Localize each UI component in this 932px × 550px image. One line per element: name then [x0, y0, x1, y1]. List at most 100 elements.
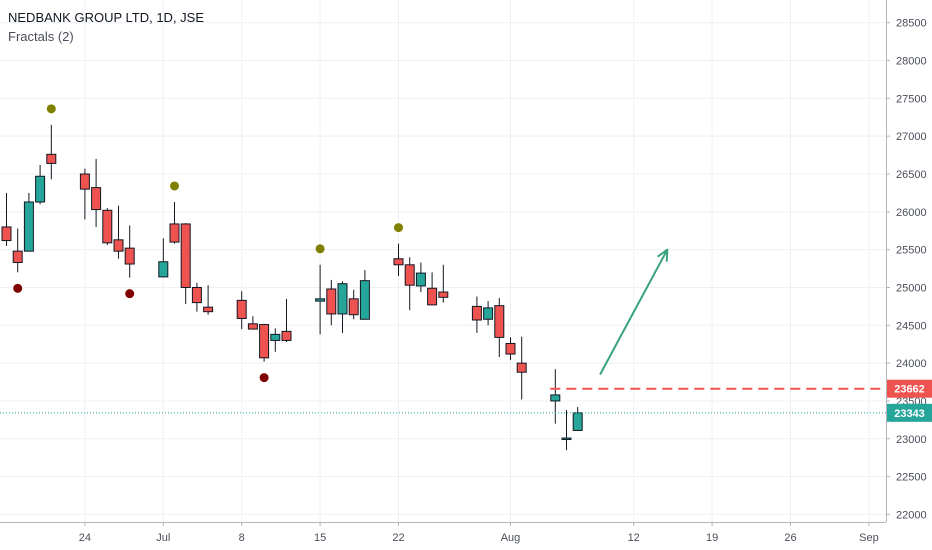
candle-body [23, 201, 34, 252]
chart-grid [0, 0, 886, 522]
candle-body [102, 209, 113, 244]
candle [483, 301, 494, 326]
y-tick-label: 25500 [896, 245, 927, 257]
candle [337, 281, 348, 333]
x-tick-label: 12 [628, 532, 640, 544]
y-tick-label: 25000 [896, 282, 927, 294]
x-tick-label: Aug [501, 532, 521, 544]
y-tick-label: 28500 [896, 18, 927, 30]
candle [270, 328, 281, 352]
fractal-down-marker [125, 289, 135, 299]
candle-body [281, 330, 292, 341]
candle [35, 164, 46, 205]
candle [79, 168, 90, 220]
y-tick-label: 26500 [896, 169, 927, 181]
y-tick-label: 23000 [896, 434, 927, 446]
price-label-box [887, 403, 932, 422]
trend-arrow[interactable] [599, 249, 669, 375]
candle-body [337, 283, 348, 315]
indicator-title[interactable]: Fractals (2) [8, 29, 74, 44]
candle-body [236, 299, 247, 319]
candle-body [12, 250, 23, 264]
candle-body [113, 239, 124, 252]
candle [516, 336, 527, 400]
candle-body [483, 307, 494, 320]
candle [315, 264, 326, 335]
price-axis[interactable]: 2200022500230002350024000245002500025500… [886, 0, 927, 522]
y-tick-label: 26000 [896, 207, 927, 219]
price-label-box [887, 379, 932, 398]
fractal-markers [13, 104, 403, 383]
candle [203, 285, 214, 315]
y-tick-label: 28000 [896, 56, 927, 68]
price-label-text: 23662 [894, 384, 925, 396]
y-tick-label: 27500 [896, 93, 927, 105]
x-tick-label: 26 [784, 532, 796, 544]
price-label-text: 23343 [894, 408, 925, 420]
fractal-down-marker [13, 283, 23, 293]
candle-body [550, 394, 561, 402]
x-tick-label: 15 [314, 532, 326, 544]
candle-body [326, 288, 337, 315]
candle-body [359, 280, 370, 320]
candle-body [494, 305, 505, 338]
candle [494, 298, 505, 358]
x-tick-label: Jul [156, 532, 170, 544]
candle [247, 316, 258, 330]
candle-body [505, 342, 516, 355]
candle-body [348, 298, 359, 316]
candle [46, 124, 57, 180]
fractal-up-marker [315, 244, 325, 254]
candle [471, 296, 482, 333]
candle-body [191, 286, 202, 304]
candle [572, 407, 583, 431]
candle-body [1, 226, 12, 242]
candle [393, 243, 404, 277]
candle [1, 192, 12, 246]
y-tick-label: 24000 [896, 358, 927, 370]
candle [438, 264, 449, 303]
candle-body [415, 272, 426, 287]
candle [12, 228, 23, 273]
candle-body [180, 223, 191, 288]
fractal-up-marker [46, 104, 56, 114]
fractal-up-marker [170, 181, 179, 191]
candle-body [404, 264, 415, 286]
price-labels: 23662 23343 [887, 379, 932, 422]
candle-body [572, 412, 583, 431]
candle [102, 208, 113, 246]
candle-body [427, 287, 438, 306]
trend-arrow-head [656, 248, 669, 262]
candle [348, 289, 359, 320]
candle-series [1, 124, 583, 451]
chart-overlays [0, 248, 886, 414]
candle-body [516, 362, 527, 373]
candle [23, 192, 34, 252]
candle-body [259, 324, 270, 359]
candle [169, 201, 180, 244]
fractal-up-marker [394, 223, 403, 233]
candle-body [79, 173, 90, 190]
candle-body [35, 175, 46, 203]
candle [561, 410, 572, 451]
candle [359, 270, 370, 320]
candle-body [247, 323, 258, 330]
y-tick-label: 22000 [896, 509, 927, 521]
x-tick-label: 19 [706, 532, 718, 544]
x-tick-label: 8 [239, 532, 245, 544]
symbol-title[interactable]: NEDBANK GROUP LTD, 1D, JSE [8, 10, 205, 25]
candle [259, 323, 270, 362]
candle [404, 257, 415, 311]
chart-legend: NEDBANK GROUP LTD, 1D, JSE Fractals (2) [8, 8, 204, 46]
candle-body [438, 291, 449, 298]
fractal-down-marker [259, 373, 269, 383]
candle [326, 279, 337, 326]
candle [180, 223, 191, 305]
candle [415, 262, 426, 293]
candle [113, 205, 124, 259]
candle [91, 158, 102, 227]
candle-body [158, 261, 169, 278]
candle [427, 272, 438, 306]
time-axis[interactable]: 24 Jul 8 15 22 Aug 12 19 26 Sep [0, 522, 886, 544]
